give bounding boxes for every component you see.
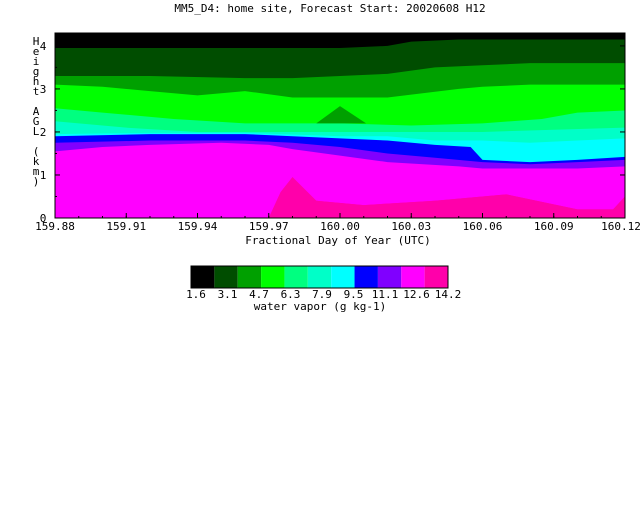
x-tick-label: 159.91 — [106, 220, 146, 233]
colorbar-tick-label: 9.5 — [344, 288, 364, 301]
colorbar-swatch — [191, 266, 215, 288]
colorbar-swatch — [214, 266, 238, 288]
colorbar-tick-label: 1.6 — [186, 288, 206, 301]
colorbar-swatch — [331, 266, 355, 288]
colorbar-swatch — [284, 266, 308, 288]
y-axis-label-char: A — [33, 105, 40, 118]
colorbar-border — [190, 265, 449, 289]
x-axis: 159.88 159.91 159.94 159.97 160.00 160.03 160.… — [35, 33, 640, 233]
y-axis-label-char: t — [33, 85, 40, 98]
contour-band-top — [268, 177, 625, 218]
x-tick-label: 159.97 — [249, 220, 289, 233]
colorbar-label: water vapor (g kg-1) — [254, 300, 386, 313]
y-axis-label-char: e — [33, 45, 40, 58]
plot-area — [55, 33, 625, 219]
x-tick-label: 159.94 — [178, 220, 218, 233]
colorbar-tick-label: 14.2 — [435, 288, 462, 301]
x-tick-label: 159.88 — [35, 220, 75, 233]
colorbar-tick-label: 7.9 — [312, 288, 332, 301]
colorbar-tick-label: 12.6 — [403, 288, 430, 301]
y-axis-label-char: H — [33, 35, 40, 48]
y-axis-label-char: k — [33, 155, 40, 168]
colorbar-swatch — [354, 266, 378, 288]
x-tick-label: 160.09 — [534, 220, 574, 233]
x-tick-label: 160.00 — [320, 220, 360, 233]
contour-region-0 — [316, 106, 367, 124]
chart-title: MM5_D4: home site, Forecast Start: 20020… — [174, 2, 485, 15]
y-tick-label: 1 — [40, 169, 47, 182]
colorbar-tick-label: 4.7 — [249, 288, 269, 301]
x-tick-label: 160.03 — [391, 220, 431, 233]
y-axis-label-char: ) — [33, 175, 40, 188]
y-tick-label: 3 — [40, 83, 47, 96]
colorbar-swatch — [424, 266, 448, 288]
y-axis-label-char: ( — [33, 145, 40, 158]
y-tick-label: 4 — [40, 40, 47, 53]
y-axis-label-char: m — [33, 165, 40, 178]
y-axis: 0 1 2 3 4 — [40, 40, 625, 225]
y-tick-label: 0 — [40, 212, 47, 225]
colorbar-tick-label: 3.1 — [218, 288, 238, 301]
y-axis-label-char: h — [33, 75, 40, 88]
y-axis-label-char: G — [33, 115, 40, 128]
colorbar-swatch — [237, 266, 262, 288]
colorbar: 1.6 3.1 4.7 6.3 7.9 9.5 11.1 12.6 14.2 — [186, 265, 462, 301]
y-axis-label-char: L — [33, 125, 40, 138]
colorbar-swatch — [261, 266, 285, 288]
colorbar-swatch — [401, 266, 425, 288]
colorbar-swatch — [307, 266, 332, 288]
x-tick-label: 160.06 — [463, 220, 503, 233]
x-axis-label: Fractional Day of Year (UTC) — [245, 234, 430, 247]
colorbar-swatch — [377, 266, 402, 288]
y-axis-label-char: i — [33, 55, 40, 68]
x-tick-label: 160.12 — [601, 220, 640, 233]
colorbar-tick-label: 6.3 — [281, 288, 301, 301]
colorbar-tick-label: 11.1 — [372, 288, 399, 301]
y-axis-label-char: g — [33, 65, 40, 78]
y-tick-label: 2 — [40, 126, 47, 139]
